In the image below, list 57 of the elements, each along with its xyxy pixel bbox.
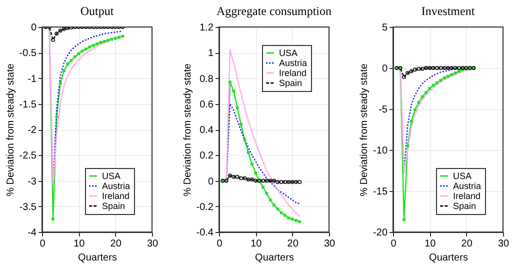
legend-label: Ireland [453, 191, 481, 201]
x-tick-label: 0 [40, 238, 46, 250]
legend-label: Spain [102, 201, 126, 211]
x-axis-title: Quarters [255, 252, 294, 264]
y-tick-label: 0 [208, 176, 214, 188]
chart-title: Investment [421, 4, 476, 18]
y-tick-label: -5 [378, 104, 388, 116]
y-axis-title: % Deviation from steady state [5, 63, 16, 196]
x-axis-title: Quarters [78, 252, 117, 264]
y-tick-label: -3 [28, 176, 37, 188]
y-tick-label: 1 [208, 48, 214, 60]
y-tick-label: 0 [382, 64, 388, 74]
x-tick-label: 0 [216, 238, 223, 250]
legend-label: Austria [279, 58, 308, 68]
x-tick-label: 30 [146, 238, 158, 250]
y-tick-label: -2 [28, 125, 37, 136]
x-tick-label: 10 [424, 238, 436, 250]
y-tick-label: -3.5 [19, 202, 37, 213]
legend-label: Ireland [279, 68, 307, 78]
legend-label: USA [453, 171, 472, 181]
y-tick-label: -15 [373, 186, 388, 198]
y-tick-label: 0.6 [200, 99, 214, 110]
y-axis-title: % Deviation from steady state [359, 63, 370, 196]
legend-label: Spain [279, 78, 302, 88]
y-tick-label: 0.8 [200, 74, 214, 85]
y-tick-label: 5 [382, 22, 388, 34]
x-axis-title: Quarters [429, 252, 468, 264]
x-tick-label: 20 [461, 238, 473, 250]
chart-title: Output [80, 4, 114, 18]
y-tick-label: -0.5 [19, 48, 37, 60]
y-tick-label: -1.5 [19, 99, 37, 110]
y-tick-label: -0.4 [196, 228, 214, 238]
legend-label: Spain [453, 201, 476, 211]
legend-label: Ireland [102, 191, 130, 201]
y-tick-label: 0 [30, 22, 37, 34]
y-tick-label: -10 [373, 146, 388, 156]
x-tick-label: 30 [498, 238, 510, 250]
y-tick-label: 0.4 [200, 125, 214, 136]
y-axis-title: % Deviation from steady state [182, 63, 194, 196]
legend-label: USA [279, 48, 298, 58]
legend-label: Austria [453, 181, 482, 191]
y-tick-label: -1 [28, 74, 37, 85]
x-tick-label: 10 [74, 238, 86, 250]
y-tick-label: -2.5 [19, 150, 37, 162]
x-tick-label: 20 [110, 238, 122, 250]
legend-label: Austria [102, 181, 130, 191]
x-tick-label: 10 [250, 238, 262, 250]
y-tick-label: -4 [28, 228, 37, 238]
y-tick-label: 1.2 [200, 22, 214, 34]
chart-title: Aggregate consumption [216, 4, 332, 18]
y-tick-label: 0.2 [200, 150, 214, 162]
y-tick-label: -0.2 [196, 202, 214, 213]
x-tick-label: 20 [287, 238, 299, 250]
x-tick-label: 30 [324, 238, 336, 250]
x-tick-label: 0 [390, 238, 397, 250]
y-tick-label: -20 [373, 228, 388, 238]
legend-label: USA [102, 171, 121, 181]
